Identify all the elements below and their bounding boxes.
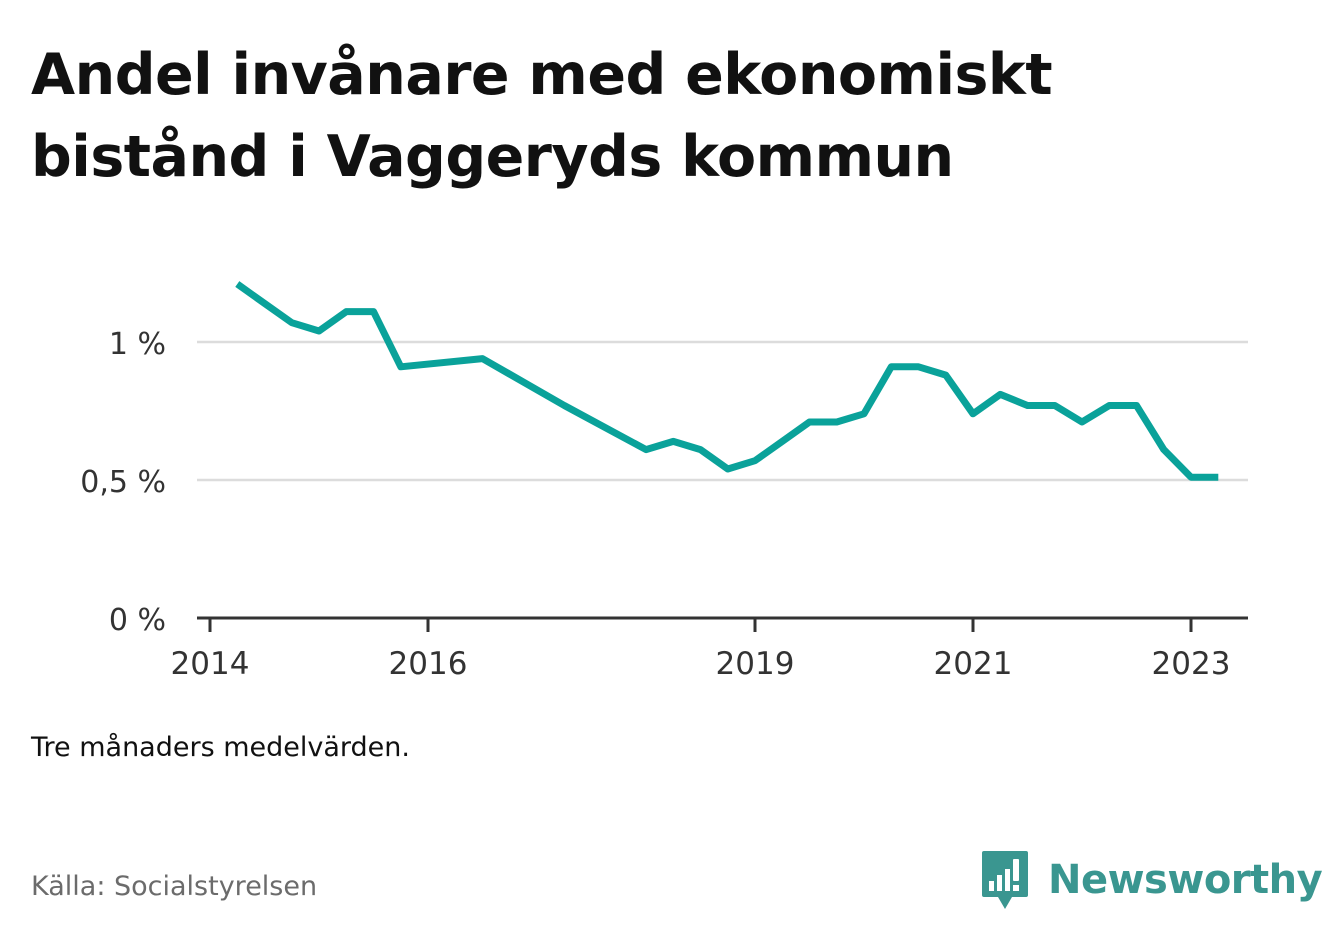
- brand-name: Newsworthy: [1048, 857, 1322, 903]
- series-line: [235, 281, 1219, 481]
- x-tick-label: 2023: [1152, 646, 1231, 682]
- y-tick-label: 1 %: [109, 327, 166, 362]
- brand-logo-group[interactable]: Newsworthy: [980, 848, 1322, 912]
- series-layer: [235, 281, 1219, 481]
- bar-chart-speech-bubble-icon: [982, 851, 1028, 909]
- y-axis-ticks: 0 % 0,5 % 1 %: [80, 327, 166, 638]
- chart-note: Tre månaders medelvärden.: [31, 732, 410, 763]
- y-tick-label: 0 %: [109, 603, 166, 638]
- x-tick-label: 2021: [934, 646, 1013, 682]
- source-credit: Källa: Socialstyrelsen: [31, 871, 318, 902]
- y-tick-label: 0,5 %: [80, 465, 166, 500]
- chart-title: Andel invånare med ekonomiskt bistånd i …: [31, 42, 1053, 190]
- x-axis-ticks: 2014 2016 2019 2021 2023: [171, 618, 1231, 682]
- x-tick-label: 2014: [171, 646, 250, 682]
- gridlines: [197, 340, 1248, 482]
- x-tick-label: 2019: [716, 646, 795, 682]
- x-tick-label: 2016: [389, 646, 468, 682]
